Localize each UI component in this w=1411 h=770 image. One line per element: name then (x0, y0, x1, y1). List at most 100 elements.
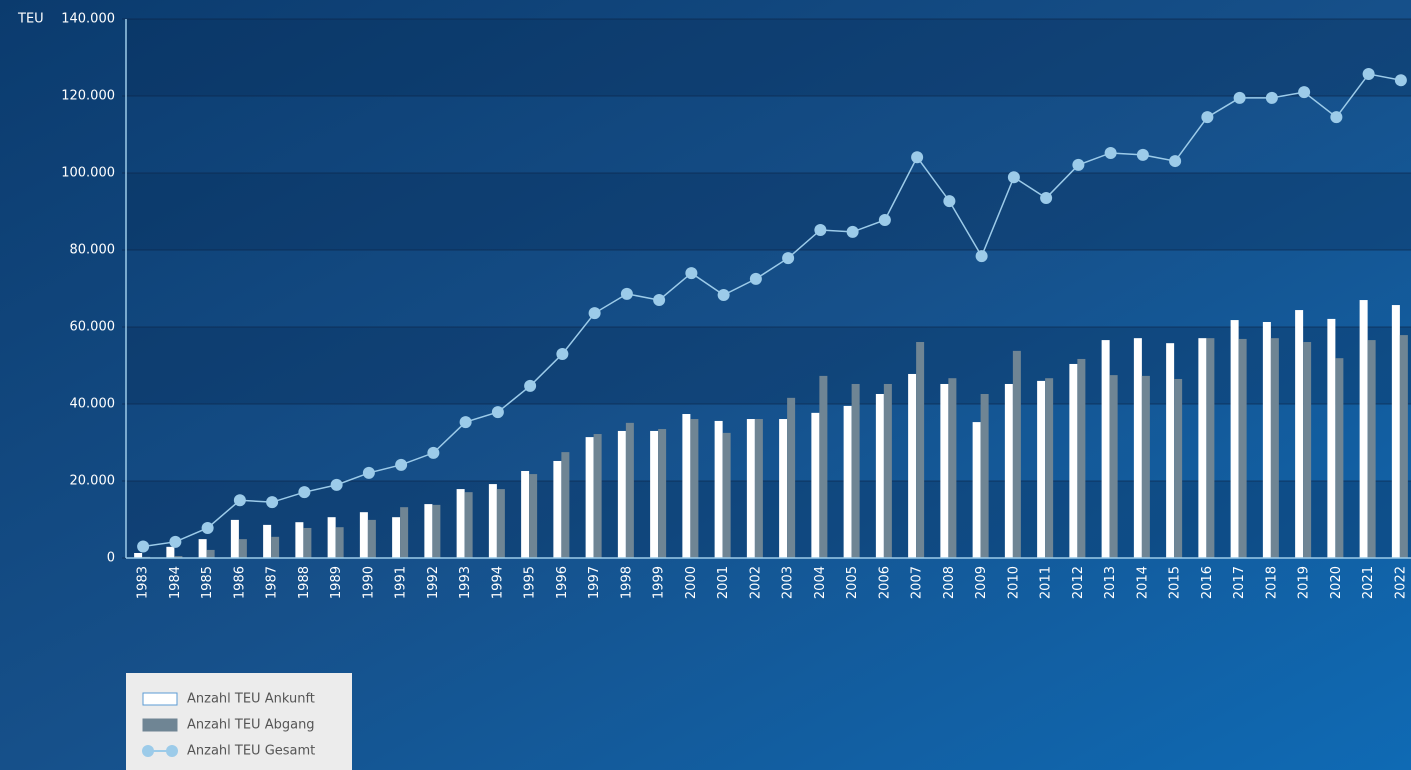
x-tick-label: 2006 (877, 566, 892, 599)
x-tick-label: 1995 (523, 566, 538, 599)
bar (1262, 321, 1271, 558)
legend-swatch (142, 718, 178, 732)
bar (271, 536, 280, 558)
bar (1303, 342, 1312, 558)
point (620, 287, 633, 300)
bar (819, 375, 828, 558)
bar (424, 504, 433, 558)
y-tick-label: 20.000 (70, 474, 116, 489)
bar (359, 512, 368, 558)
bar (1335, 358, 1344, 558)
bar (1359, 300, 1368, 558)
point (1265, 91, 1278, 104)
y-tick-label: 140.000 (61, 12, 115, 27)
x-tick-label: 2017 (1232, 566, 1247, 599)
bar (1069, 363, 1078, 558)
bar (496, 489, 505, 558)
point (685, 267, 698, 280)
point (298, 486, 311, 499)
point (233, 494, 246, 507)
bar (1198, 338, 1207, 558)
legend-label: Anzahl TEU Gesamt (187, 744, 315, 759)
bar (754, 419, 763, 558)
point (1394, 74, 1407, 87)
bar (198, 539, 207, 558)
bar (625, 422, 634, 558)
x-tick-label: 2002 (748, 566, 763, 599)
bar (456, 489, 465, 558)
legend-swatch (142, 692, 178, 706)
point (846, 225, 859, 238)
y-tick-label: 0 (107, 551, 115, 566)
x-tick-label: 1998 (619, 566, 634, 599)
x-tick-label: 1994 (490, 566, 505, 599)
bar (940, 383, 949, 558)
bar (295, 522, 304, 558)
x-tick-label: 1990 (361, 566, 376, 599)
bar (682, 414, 691, 558)
line (143, 73, 1402, 548)
bar (908, 373, 917, 558)
point (1072, 158, 1085, 171)
legend-label: Anzahl TEU Ankunft (187, 692, 315, 707)
y-tick-label: 120.000 (61, 89, 115, 104)
bar (593, 434, 602, 558)
x-tick-label: 1996 (555, 566, 570, 599)
y-axis-label: TEU (17, 12, 44, 27)
bar (1109, 375, 1118, 558)
bar (1399, 335, 1408, 558)
bar (1077, 358, 1086, 558)
x-tick-label: 2015 (1168, 566, 1183, 599)
point (1040, 192, 1053, 205)
point (201, 521, 214, 534)
bar (690, 419, 699, 558)
bar (303, 527, 312, 558)
bar (263, 524, 272, 558)
point (362, 466, 375, 479)
x-tick-label: 2018 (1264, 566, 1279, 599)
bar (1230, 320, 1239, 558)
bar (1141, 375, 1150, 558)
x-tick-label: 2013 (1103, 566, 1118, 599)
bar (650, 430, 659, 558)
bar (851, 383, 860, 558)
bar (400, 507, 409, 558)
bar (553, 460, 562, 558)
x-tick-label: 2010 (1006, 566, 1021, 599)
point (975, 250, 988, 263)
point (459, 416, 472, 429)
y-tick-label: 60.000 (70, 320, 116, 335)
x-tick-label: 2016 (1200, 566, 1215, 599)
legend-swatch (142, 745, 154, 757)
bar (1166, 343, 1175, 558)
bar (1238, 338, 1247, 558)
point (1201, 111, 1214, 124)
bar (972, 422, 981, 558)
point (266, 496, 279, 509)
bar (134, 552, 143, 558)
point (717, 289, 730, 302)
bar (948, 378, 957, 558)
bar (521, 470, 530, 558)
bar (166, 546, 175, 558)
x-tick-label: 2012 (1071, 566, 1086, 599)
bar (585, 437, 594, 558)
y-tick-label: 100.000 (61, 166, 115, 181)
point (1330, 111, 1343, 124)
band (126, 19, 1411, 96)
y-tick-label: 80.000 (70, 243, 116, 258)
x-tick-label: 2005 (845, 566, 860, 599)
x-tick-label: 2022 (1393, 566, 1408, 599)
bar (392, 517, 401, 558)
x-tick-label: 2021 (1361, 566, 1376, 599)
point (427, 446, 440, 459)
x-tick-label: 2003 (781, 566, 796, 599)
point (556, 347, 569, 360)
bar (1367, 340, 1376, 558)
bar (779, 419, 788, 558)
bar (1391, 305, 1400, 558)
x-tick-label: 1999 (652, 566, 667, 599)
bar (174, 556, 183, 558)
bar (1004, 383, 1013, 558)
